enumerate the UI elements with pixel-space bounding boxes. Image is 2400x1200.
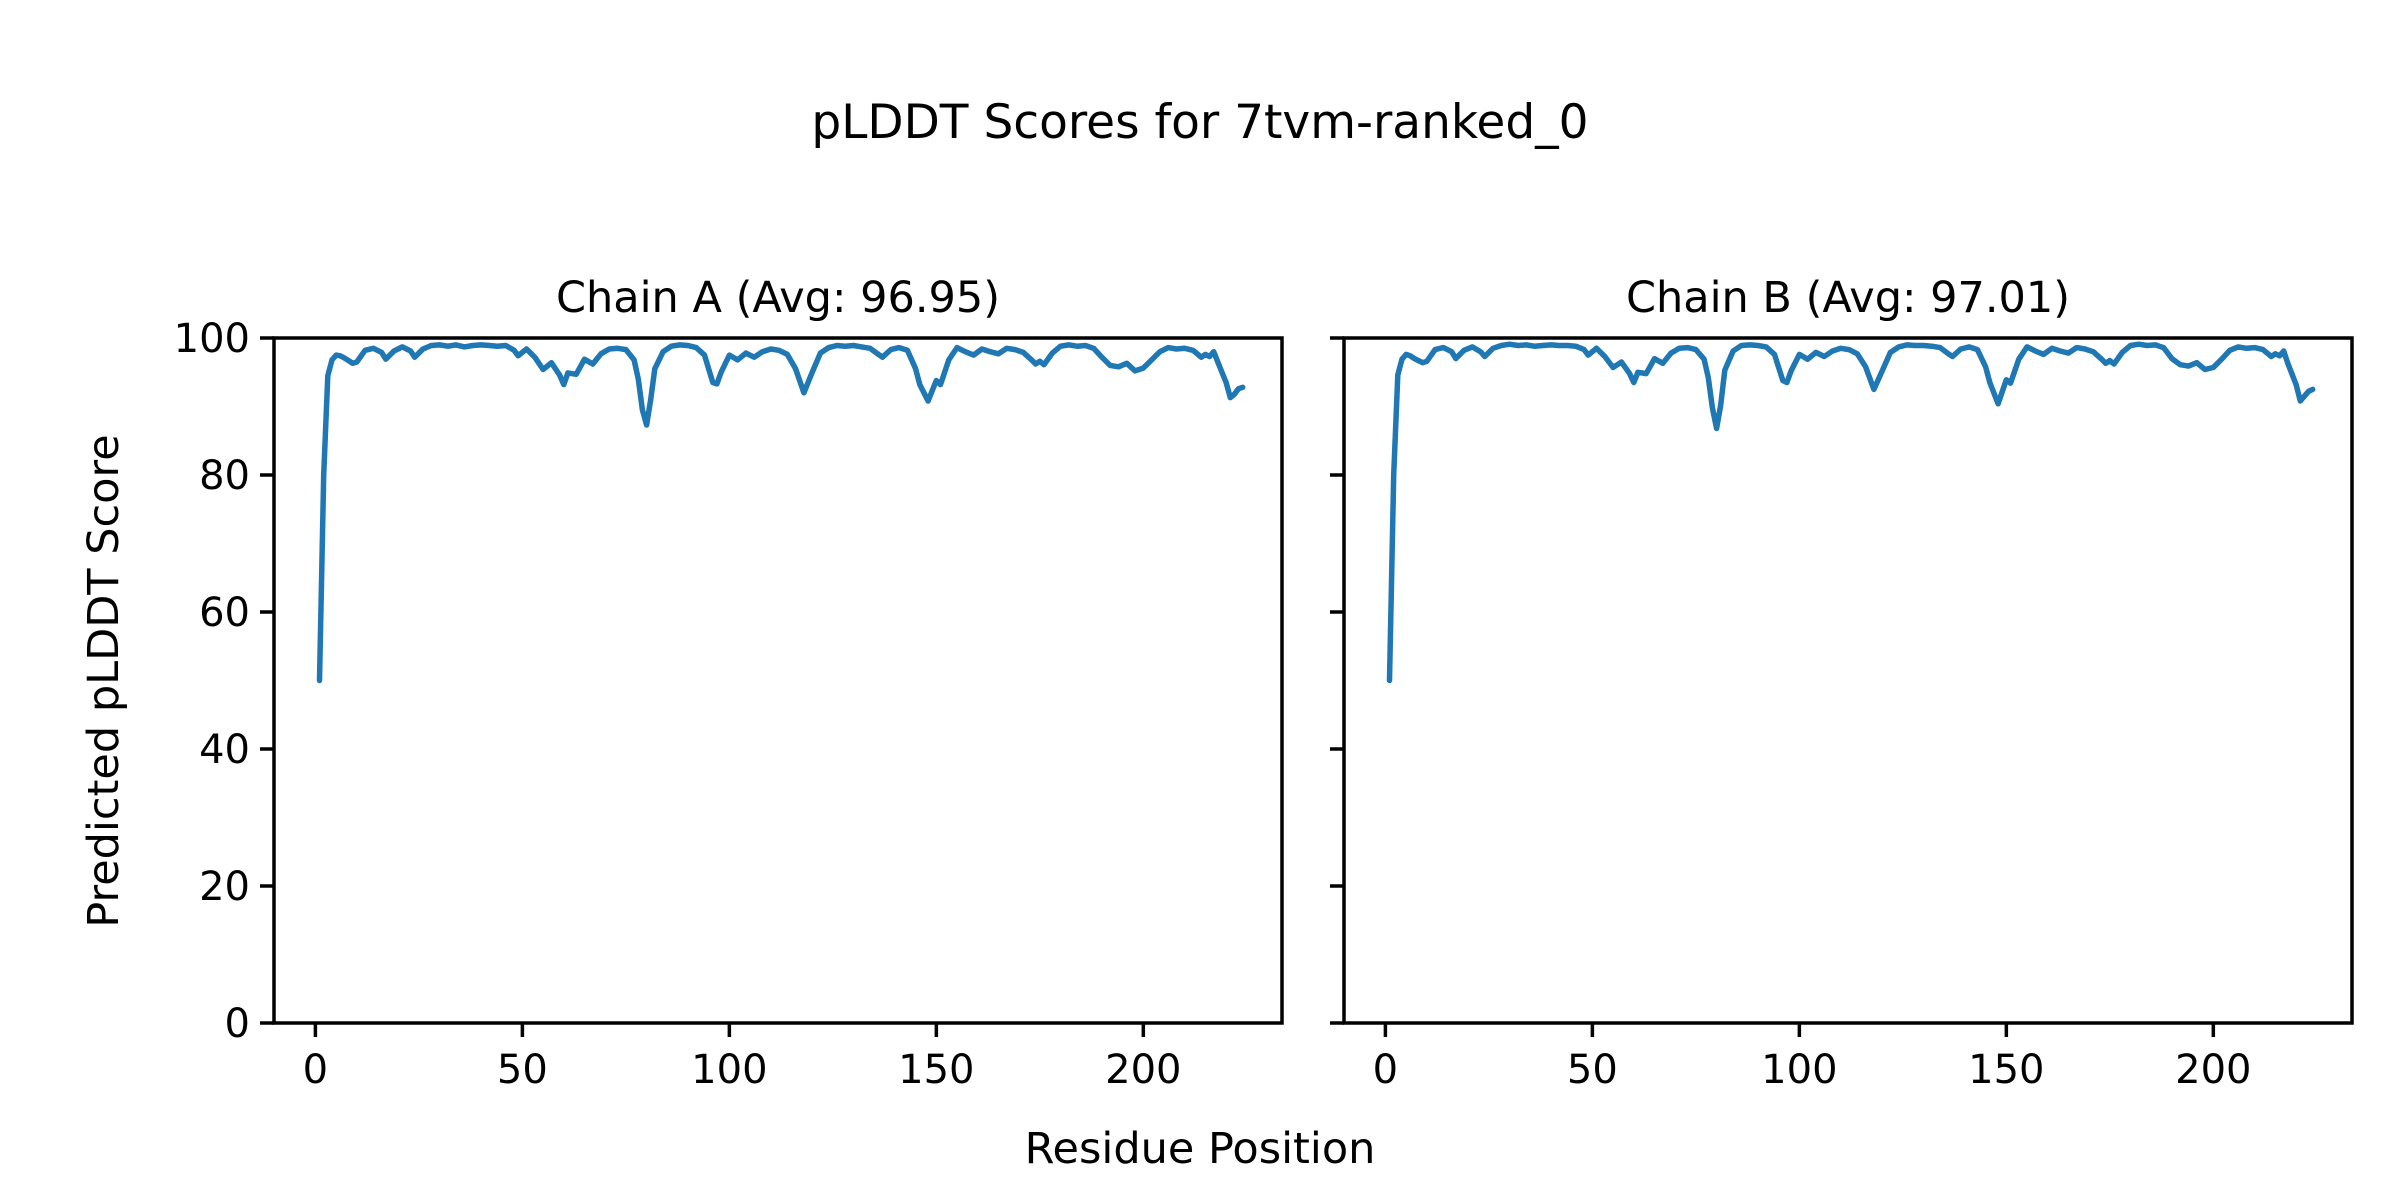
chain-a-plddt-line [316,342,1246,684]
chain-b-plddt-line [1386,341,2316,684]
y-tick-label: 80 [199,453,250,499]
x-tick-label: 50 [1567,1047,1618,1093]
chain-b-title: Chain B (Avg: 97.01) [1626,273,2070,323]
y-tick-label: 100 [174,316,250,362]
x-tick-label: 100 [691,1047,767,1093]
x-tick-label: 200 [2175,1047,2251,1093]
chain-a-subplot: Chain A (Avg: 96.95) 0 50 100 150 200 0 20 40 60… [174,273,1284,1093]
chain-b-plot-frame [1342,336,2354,1025]
x-tick-label: 150 [898,1047,974,1093]
y-tick-label: 20 [199,864,250,910]
y-tick-label: 60 [199,590,250,636]
chain-a-title: Chain A (Avg: 96.95) [556,273,1000,323]
x-tick-label: 100 [1761,1047,1837,1093]
chain-b-axes-ticks: 0 50 100 150 200 [1330,336,2252,1093]
figure-title: pLDDT Scores for 7tvm-ranked_0 [811,95,1588,150]
x-tick-label: 0 [303,1047,328,1093]
chain-b-subplot: Chain B (Avg: 97.01) 0 50 100 150 200 [1330,273,2354,1093]
x-tick-label: 0 [1373,1047,1398,1093]
y-tick-label: 0 [225,1001,250,1047]
x-axis-label: Residue Position [1025,1124,1376,1174]
x-tick-label: 200 [1105,1047,1181,1093]
y-tick-label: 40 [199,727,250,773]
chain-a-plot-frame [272,336,1284,1025]
chain-a-axes-ticks: 0 50 100 150 200 0 20 40 60 80 100 [174,316,1182,1093]
y-axis-label: Predicted pLDDT Score [79,434,129,927]
x-tick-label: 50 [497,1047,548,1093]
x-tick-label: 150 [1968,1047,2044,1093]
